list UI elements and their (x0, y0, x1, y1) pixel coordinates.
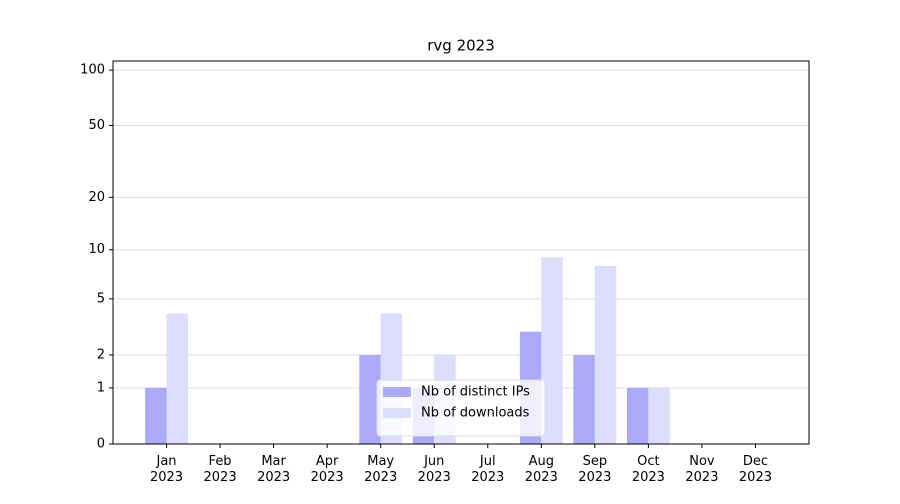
bar (541, 257, 563, 444)
bar (166, 313, 188, 444)
x-tick-label: Oct 2023 (632, 454, 665, 485)
x-tick-label: Feb 2023 (204, 454, 237, 485)
x-tick-label: May 2023 (364, 454, 397, 485)
bar (626, 387, 649, 444)
y-tick-label: 1 (97, 380, 105, 395)
legend-box (376, 379, 546, 437)
x-tick-label: Dec 2023 (739, 454, 772, 485)
x-tick-label: Nov 2023 (685, 454, 718, 485)
bar (648, 387, 670, 444)
legend-label: Nb of distinct IPs (421, 385, 530, 400)
x-tick-label: Aug 2023 (525, 454, 558, 485)
x-tick-label: Mar 2023 (257, 454, 290, 485)
chart-title: rvg 2023 (427, 37, 495, 55)
y-tick-label: 2 (97, 347, 105, 362)
bar (145, 387, 167, 444)
bar (594, 265, 617, 444)
x-tick-label: Apr 2023 (311, 454, 344, 485)
y-tick-label: 100 (80, 63, 105, 78)
x-tick-label: Jun 2023 (418, 454, 451, 485)
y-tick-label: 5 (97, 291, 105, 306)
y-tick-label: 10 (88, 242, 105, 257)
y-tick-label: 20 (88, 190, 105, 205)
y-tick-label: 50 (88, 118, 105, 133)
legend-label: Nb of downloads (421, 406, 530, 421)
x-tick-label: Sep 2023 (578, 454, 611, 485)
plot-frame (112, 60, 810, 445)
legend-swatch (383, 408, 411, 418)
y-tick-label: 0 (97, 437, 105, 452)
x-tick-label: Jul 2023 (471, 454, 504, 485)
bar (573, 354, 595, 444)
bar (359, 354, 381, 444)
legend-swatch (383, 387, 411, 397)
x-tick-label: Jan 2023 (150, 454, 183, 485)
